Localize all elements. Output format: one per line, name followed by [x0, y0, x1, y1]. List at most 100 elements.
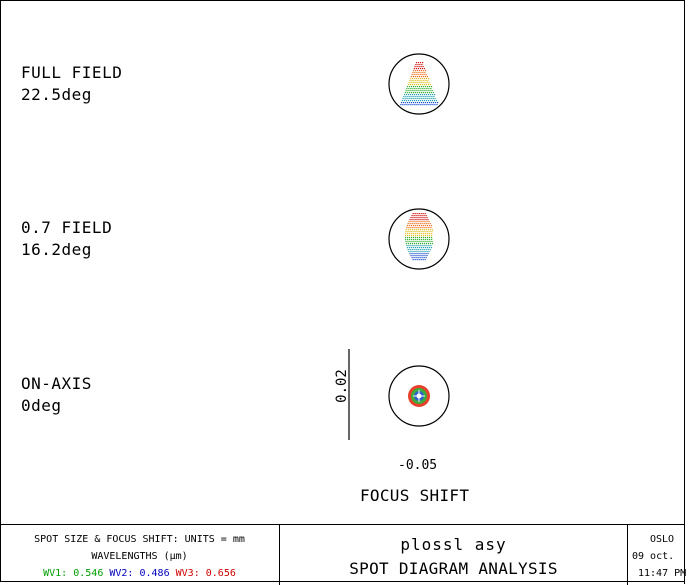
ray-point — [424, 92, 426, 94]
ray-point — [414, 251, 416, 253]
ray-point — [425, 253, 427, 255]
ray-point — [430, 94, 432, 96]
ray-point — [411, 223, 413, 225]
ray-point — [409, 231, 411, 233]
ray-point — [423, 90, 425, 92]
ray-point — [416, 104, 418, 106]
ray-point — [407, 243, 409, 245]
ray-point — [418, 62, 420, 64]
ray-point — [400, 104, 402, 106]
ray-point — [414, 245, 416, 247]
ray-point — [408, 221, 410, 223]
ray-point — [420, 76, 422, 78]
ray-point — [423, 70, 425, 72]
ray-point — [410, 78, 412, 80]
ray-point — [425, 86, 427, 88]
ray-point — [410, 225, 413, 227]
ray-point — [417, 102, 419, 104]
ray-point — [428, 98, 430, 100]
ray-point — [431, 86, 433, 88]
ray-point — [409, 80, 411, 82]
ray-point — [406, 92, 408, 94]
ray-point — [418, 72, 420, 74]
ray-point — [410, 98, 412, 100]
plot-frame — [0, 0, 684, 582]
ray-point — [407, 90, 409, 92]
ray-point — [408, 92, 410, 94]
ray-point — [414, 104, 416, 106]
ray-point — [415, 102, 417, 104]
ray-point — [424, 98, 426, 100]
ray-point — [419, 231, 421, 233]
ray-point — [427, 237, 429, 239]
ray-point — [405, 229, 407, 231]
ray-point — [411, 219, 413, 221]
ray-point — [411, 233, 413, 235]
ray-point — [428, 251, 430, 253]
ray-point — [418, 217, 420, 219]
ray-point — [421, 233, 423, 235]
ray-point — [435, 102, 437, 104]
ray-point — [416, 92, 418, 94]
ray-point — [407, 235, 409, 237]
ray-point — [415, 96, 417, 98]
field-label-07: 0.7 FIELD 16.2deg — [21, 217, 112, 261]
ray-point — [426, 94, 428, 96]
ray-point — [409, 253, 411, 255]
ray-point — [413, 243, 415, 245]
ray-point — [414, 259, 416, 261]
spot-full-field — [388, 53, 450, 115]
ray-point — [420, 72, 422, 74]
ray-point — [415, 80, 417, 82]
ray-point — [426, 255, 428, 257]
ray-point — [409, 223, 411, 225]
ray-point — [405, 231, 407, 233]
ray-point — [426, 98, 428, 100]
ray-point — [419, 237, 421, 239]
ray-point — [426, 82, 428, 84]
ray-point — [421, 90, 423, 92]
ray-point — [417, 257, 419, 259]
ray-point — [413, 239, 415, 241]
ray-point — [428, 245, 430, 247]
ray-point — [417, 84, 419, 86]
ray-point — [417, 96, 419, 98]
ray-point — [421, 219, 423, 221]
ray-point — [425, 235, 427, 237]
ray-point — [419, 239, 421, 241]
ray-point — [425, 223, 427, 225]
ray-point — [414, 213, 416, 215]
ray-point — [422, 247, 425, 249]
ray-point — [409, 102, 411, 104]
ray-point — [419, 64, 421, 66]
ray-point — [412, 251, 414, 253]
ray-point — [423, 215, 425, 217]
ray-point — [414, 247, 417, 249]
ray-point — [431, 241, 433, 243]
ray-point — [423, 237, 425, 239]
ray-point — [427, 253, 429, 255]
ray-point — [427, 249, 429, 251]
ray-point — [428, 221, 430, 223]
ray-point — [427, 235, 429, 237]
ray-point — [424, 104, 426, 106]
ray-point — [410, 251, 412, 253]
ray-point — [413, 80, 415, 82]
ray-point — [414, 78, 416, 80]
ray-point — [435, 100, 437, 102]
ray-point — [427, 86, 429, 88]
ray-point — [416, 82, 418, 84]
ray-point — [418, 247, 421, 249]
ray-point — [421, 243, 423, 245]
ray-point — [426, 245, 428, 247]
ray-point — [425, 102, 427, 104]
ray-point — [430, 92, 432, 94]
ray-point — [416, 245, 418, 247]
ray-point — [408, 88, 410, 90]
ray-point — [414, 76, 416, 78]
ray-point — [412, 225, 415, 227]
ray-point — [425, 80, 427, 82]
ray-point — [417, 241, 419, 243]
ray-point — [413, 102, 415, 104]
ray-point — [408, 82, 410, 84]
